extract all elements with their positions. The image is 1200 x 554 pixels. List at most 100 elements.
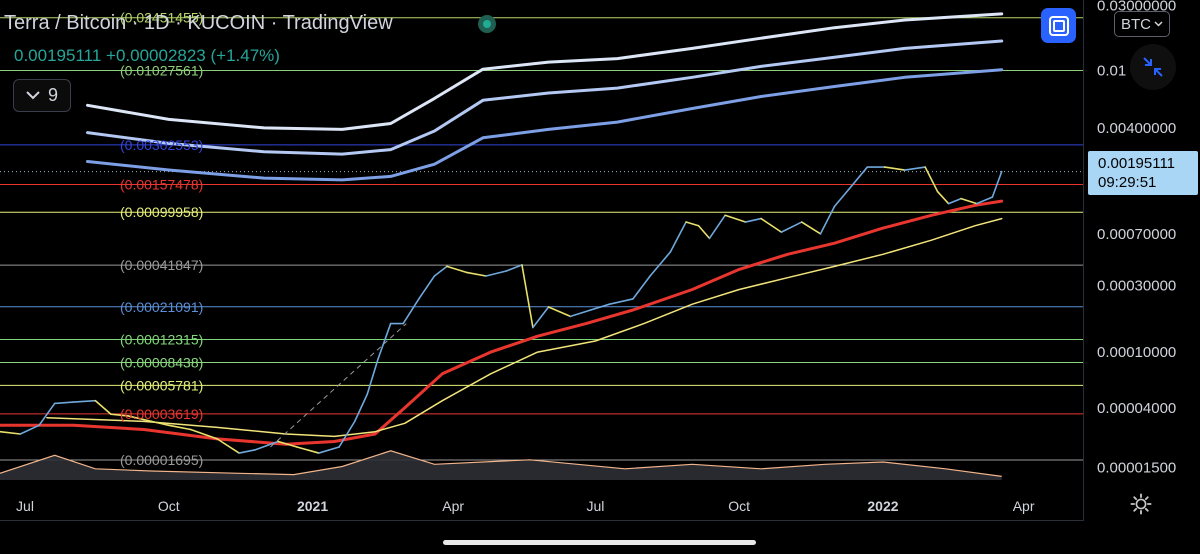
price-segment bbox=[708, 214, 726, 240]
price-segment bbox=[532, 306, 550, 329]
level-label: (0.00012315) bbox=[120, 331, 203, 347]
price-segment bbox=[150, 420, 170, 427]
level-label: (0.02451455) bbox=[120, 10, 203, 26]
price-segment bbox=[53, 401, 75, 405]
indicators-toggle-button[interactable]: 9 bbox=[13, 79, 71, 112]
level-label: (0.01027561) bbox=[120, 63, 203, 79]
y-tick-label: 0.01 bbox=[1097, 63, 1126, 80]
price-segment bbox=[94, 399, 112, 416]
x-tick-label: Apr bbox=[1013, 498, 1035, 514]
indicator-count: 9 bbox=[47, 85, 58, 105]
y-tick-label: 0.00030000 bbox=[1097, 277, 1176, 294]
price-segment bbox=[446, 265, 469, 274]
price-segment bbox=[38, 402, 56, 427]
level-label: (0.00302553) bbox=[120, 137, 203, 153]
x-tick-label: Oct bbox=[158, 498, 180, 514]
price-segment bbox=[685, 221, 700, 227]
price-segment bbox=[904, 166, 926, 171]
price-segment bbox=[649, 251, 672, 277]
price-segment bbox=[0, 430, 22, 435]
x-tick-label: 2021 bbox=[297, 498, 328, 514]
price-segment bbox=[608, 298, 634, 305]
y-tick-label: 0.03000000 bbox=[1097, 0, 1176, 14]
axes: 0.03000000 0.01 0.00400000 0.00070000 0.0003… bbox=[0, 0, 1176, 521]
chevron-down-icon bbox=[1154, 21, 1163, 27]
price-segment bbox=[521, 264, 534, 329]
price-segment bbox=[338, 420, 356, 448]
price-segment bbox=[433, 265, 448, 277]
price-segment bbox=[216, 438, 240, 454]
status-dot-icon bbox=[478, 15, 496, 33]
price-segment bbox=[589, 303, 611, 311]
price-segment bbox=[72, 399, 97, 403]
level-label: (0.00041847) bbox=[120, 257, 203, 273]
price-segment bbox=[377, 322, 392, 360]
band-outer-line bbox=[86, 12, 1004, 131]
price-segment bbox=[936, 190, 950, 205]
x-tick-label: Oct bbox=[728, 498, 750, 514]
price-segment bbox=[238, 449, 256, 454]
y-tick-label: 0.00010000 bbox=[1097, 344, 1176, 361]
currency-select[interactable]: BTC bbox=[1114, 11, 1170, 37]
price-segment bbox=[669, 221, 687, 253]
home-indicator bbox=[443, 540, 756, 545]
fib-level-labels: (0.02451455) (0.01027561) (0.00302553) (0.0… bbox=[120, 10, 203, 468]
price-segment bbox=[960, 197, 978, 205]
price-segment bbox=[277, 440, 298, 448]
y-tick-label: 0.00001500 bbox=[1097, 459, 1176, 476]
x-tick-label: Apr bbox=[442, 498, 464, 514]
fullscreen-toggle-button[interactable] bbox=[1130, 44, 1176, 90]
x-tick-label: 2022 bbox=[867, 498, 898, 514]
sma-line bbox=[46, 217, 1003, 438]
price-segment bbox=[760, 217, 783, 233]
price-segment bbox=[780, 221, 803, 233]
price-series bbox=[0, 166, 1003, 454]
price-segment bbox=[402, 298, 420, 325]
price-segment bbox=[819, 205, 836, 235]
currency-label: BTC bbox=[1121, 15, 1151, 33]
price-segment bbox=[975, 196, 994, 205]
level-label: (0.00157478) bbox=[120, 177, 203, 193]
price-segment bbox=[189, 428, 219, 440]
projection-line bbox=[270, 323, 407, 448]
price-segment bbox=[697, 224, 711, 240]
select-square-icon bbox=[1048, 15, 1069, 36]
price-segment bbox=[253, 440, 279, 451]
price-segment bbox=[547, 306, 572, 318]
fib-levels bbox=[0, 17, 1083, 461]
y-tick-label: 0.00070000 bbox=[1097, 226, 1176, 243]
level-label: (0.00003619) bbox=[120, 406, 203, 422]
gear-icon[interactable] bbox=[1130, 493, 1152, 515]
price-segment bbox=[318, 446, 340, 454]
price-segment bbox=[632, 275, 651, 300]
price-segment bbox=[924, 166, 939, 193]
level-label: (0.00099958) bbox=[120, 204, 203, 220]
chevron-down-icon bbox=[26, 91, 40, 100]
price-segment bbox=[127, 415, 153, 423]
y-tick-label: 0.00400000 bbox=[1097, 120, 1176, 137]
price-segment bbox=[800, 221, 822, 235]
price-segment bbox=[19, 424, 40, 435]
price-segment bbox=[418, 275, 436, 300]
x-tick-label: Jul bbox=[586, 498, 604, 514]
select-tool-button[interactable] bbox=[1041, 8, 1076, 43]
level-label: (0.00021091) bbox=[120, 299, 203, 315]
price-segment bbox=[947, 197, 962, 205]
price-segment bbox=[991, 170, 1003, 198]
price-segment bbox=[485, 270, 508, 277]
bar-countdown: 09:29:51 bbox=[1098, 174, 1157, 191]
level-label: (0.00001695) bbox=[120, 452, 203, 468]
last-price-tag: 0.00195111 09:29:51 bbox=[1088, 151, 1198, 195]
last-price-value: 0.00195111 bbox=[1098, 155, 1176, 172]
price-segment bbox=[466, 271, 487, 277]
price-segment bbox=[110, 413, 129, 417]
x-tick-label: Jul bbox=[16, 498, 34, 514]
price-change-readout: 0.00195111 +0.00002823 (+1.47%) bbox=[14, 46, 280, 65]
price-segment bbox=[167, 424, 192, 431]
level-label: (0.00005781) bbox=[120, 377, 203, 393]
ema-line bbox=[0, 199, 1004, 446]
price-segment bbox=[883, 166, 906, 171]
band-inner-line bbox=[86, 68, 1004, 182]
price-segment bbox=[744, 217, 762, 223]
